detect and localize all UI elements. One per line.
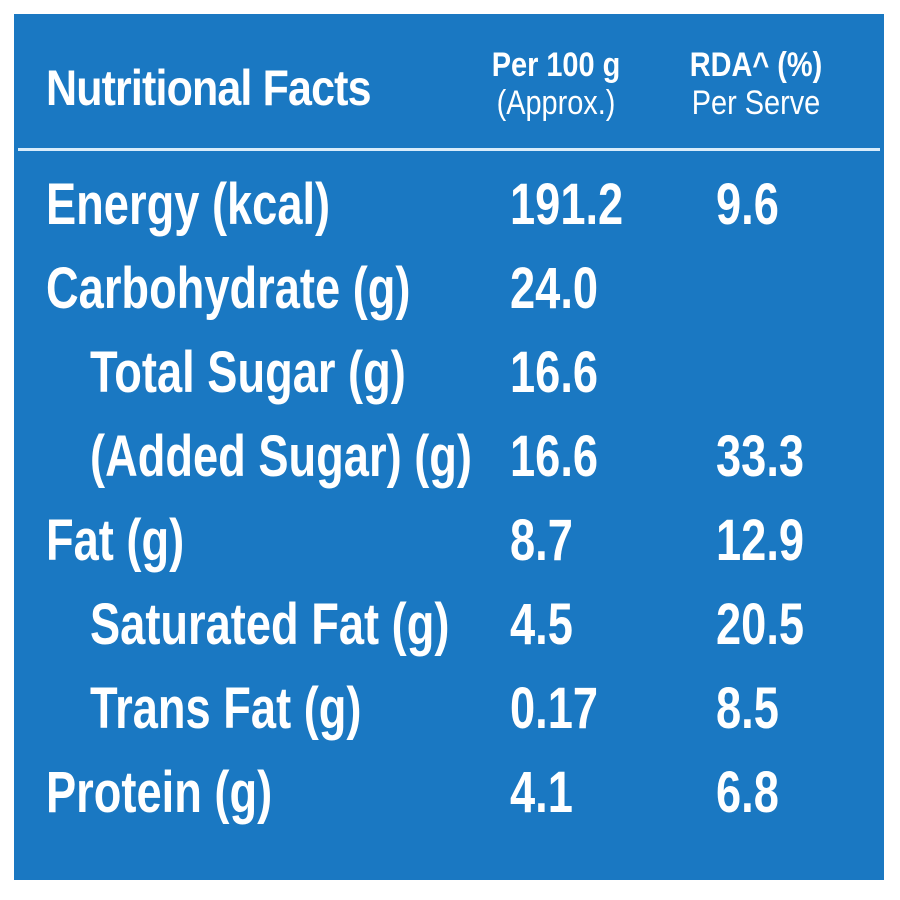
table-title: Nutritional Facts: [46, 60, 371, 116]
rda-value: 8.5: [716, 676, 779, 741]
rda-value: 6.8: [716, 760, 779, 825]
nutrient-name: Protein (g): [46, 760, 273, 825]
nutrient-name: Energy (kcal): [46, 172, 331, 237]
table-row: Energy (kcal) 191.2 9.6: [18, 163, 880, 247]
table-row: Saturated Fat (g) 4.5 20.5: [18, 583, 880, 667]
rda-value: 12.9: [716, 508, 805, 573]
table-row: Total Sugar (g) 16.6: [18, 331, 880, 415]
nutrition-facts-panel: Nutritional Facts Per 100 g (Approx.) RD…: [14, 14, 884, 880]
table-row: Carbohydrate (g) 24.0: [18, 247, 880, 331]
column-header-rda-line2: Per Serve: [691, 84, 821, 122]
column-header-per-100g-line1: Per 100 g: [491, 46, 621, 84]
nutrient-name: Trans Fat (g): [90, 676, 362, 741]
nutrient-rows: Energy (kcal) 191.2 9.6 Carbohydrate (g)…: [18, 163, 880, 835]
nutrient-name: Carbohydrate (g): [46, 256, 411, 321]
rda-value: 33.3: [716, 424, 805, 489]
rda-value: 20.5: [716, 592, 805, 657]
table-row: Protein (g) 4.1 6.8: [18, 751, 880, 835]
per-100g-value: 0.17: [510, 676, 599, 741]
nutrient-name: (Added Sugar) (g): [90, 424, 472, 489]
nutrient-name: Total Sugar (g): [90, 340, 406, 405]
rda-value: 9.6: [716, 172, 779, 237]
per-100g-value: 16.6: [510, 340, 599, 405]
per-100g-value: 24.0: [510, 256, 599, 321]
table-row: Trans Fat (g) 0.17 8.5: [18, 667, 880, 751]
per-100g-value: 191.2: [510, 172, 624, 237]
per-100g-value: 8.7: [510, 508, 573, 573]
table-row: (Added Sugar) (g) 16.6 33.3: [18, 415, 880, 499]
nutrient-name: Saturated Fat (g): [90, 592, 450, 657]
table-header: Nutritional Facts Per 100 g (Approx.) RD…: [18, 18, 880, 146]
header-divider: [18, 148, 880, 151]
column-header-rda: RDA^ (%) Per Serve: [654, 46, 858, 122]
per-100g-value: 16.6: [510, 424, 599, 489]
table-row: Fat (g) 8.7 12.9: [18, 499, 880, 583]
column-header-per-100g: Per 100 g (Approx.): [454, 46, 658, 122]
nutrient-name: Fat (g): [46, 508, 185, 573]
column-header-rda-line1: RDA^ (%): [689, 46, 823, 84]
per-100g-value: 4.5: [510, 592, 573, 657]
per-100g-value: 4.1: [510, 760, 573, 825]
column-header-per-100g-line2: (Approx.): [496, 84, 616, 122]
